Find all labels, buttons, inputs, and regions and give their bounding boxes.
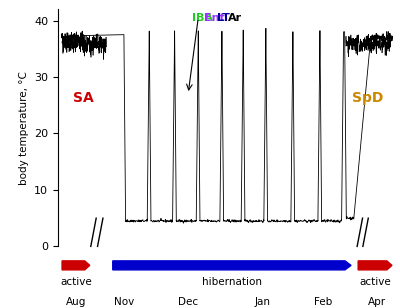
Text: Jan: Jan bbox=[254, 298, 270, 307]
Text: SpD: SpD bbox=[352, 91, 383, 105]
FancyArrow shape bbox=[113, 261, 351, 270]
FancyArrow shape bbox=[62, 261, 90, 270]
Text: Apr: Apr bbox=[368, 298, 386, 307]
Text: hibernation: hibernation bbox=[202, 277, 262, 287]
FancyArrow shape bbox=[358, 261, 392, 270]
Text: Ent: Ent bbox=[204, 13, 225, 23]
Text: LT: LT bbox=[217, 13, 230, 23]
Text: IBA: IBA bbox=[192, 13, 212, 23]
Text: active: active bbox=[61, 277, 92, 287]
Text: Ar: Ar bbox=[228, 13, 242, 23]
Text: SA: SA bbox=[73, 91, 94, 105]
Text: Feb: Feb bbox=[314, 298, 332, 307]
Text: Aug: Aug bbox=[66, 298, 87, 307]
Text: Dec: Dec bbox=[178, 298, 198, 307]
Text: Nov: Nov bbox=[114, 298, 134, 307]
Y-axis label: body temperature, °C: body temperature, °C bbox=[18, 71, 28, 185]
Text: active: active bbox=[360, 277, 392, 287]
